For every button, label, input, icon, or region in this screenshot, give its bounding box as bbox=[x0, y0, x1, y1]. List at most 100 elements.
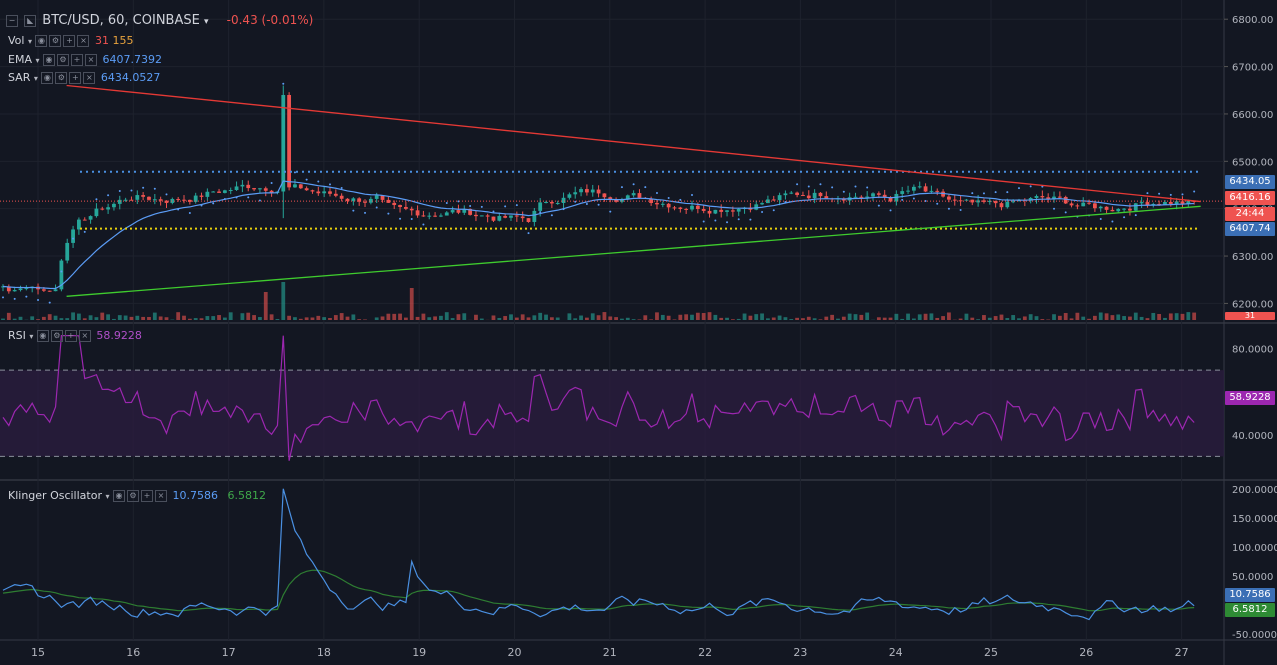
candle-body bbox=[1145, 202, 1150, 206]
price-pane[interactable] bbox=[0, 82, 1224, 320]
volume-bar bbox=[1069, 318, 1074, 320]
volume-bar bbox=[392, 313, 397, 320]
candle-body bbox=[801, 195, 805, 197]
candle-body bbox=[234, 186, 239, 190]
ema-label[interactable]: EMA bbox=[8, 53, 32, 66]
sar-dot bbox=[504, 205, 507, 208]
candle-body bbox=[398, 205, 402, 208]
close-icon[interactable]: × bbox=[155, 490, 167, 502]
candle-body bbox=[620, 199, 624, 202]
candle-body bbox=[882, 194, 887, 198]
volume-bar bbox=[491, 315, 496, 320]
sar-label[interactable]: SAR bbox=[8, 71, 31, 84]
trendline-support[interactable] bbox=[66, 205, 1201, 297]
close-icon[interactable]: × bbox=[84, 54, 97, 66]
volume-bar bbox=[1163, 317, 1167, 320]
sar-dot bbox=[130, 189, 133, 192]
vol-value-2: 155 bbox=[112, 34, 134, 47]
volume-bar bbox=[1139, 316, 1144, 320]
volume-bar bbox=[742, 313, 747, 320]
klinger-pane[interactable] bbox=[2, 488, 1195, 621]
settings-icon[interactable]: ⚙ bbox=[50, 330, 63, 342]
eye-icon[interactable]: ◉ bbox=[36, 330, 49, 342]
close-icon[interactable]: × bbox=[83, 72, 96, 84]
volume-bar bbox=[917, 314, 922, 320]
chevron-down-icon[interactable]: ▾ bbox=[27, 37, 32, 46]
sar-dot bbox=[1146, 192, 1149, 195]
close-icon[interactable]: × bbox=[78, 330, 91, 342]
klinger-label[interactable]: Klinger Oscillator bbox=[8, 489, 102, 502]
volume-bar bbox=[298, 318, 303, 320]
sar-dot bbox=[1169, 193, 1172, 196]
volume-bar bbox=[497, 317, 502, 320]
candle-body bbox=[293, 184, 297, 188]
sar-dot bbox=[469, 204, 472, 207]
candle-body bbox=[263, 188, 268, 191]
rsi-label[interactable]: RSI bbox=[8, 329, 26, 342]
sar-dot bbox=[1006, 191, 1009, 194]
close-icon[interactable]: × bbox=[77, 35, 90, 47]
sar-dot bbox=[574, 200, 577, 203]
y-tick-label: 6200.00 bbox=[1232, 299, 1273, 310]
candle-body bbox=[164, 200, 169, 203]
chevron-down-icon[interactable]: ▾ bbox=[29, 332, 34, 341]
y-tick-label: 6500.00 bbox=[1232, 157, 1273, 168]
volume-bar bbox=[164, 317, 169, 320]
candle-body bbox=[707, 210, 712, 214]
collapse-icon[interactable]: − bbox=[6, 14, 18, 27]
eye-icon[interactable]: ◉ bbox=[113, 490, 125, 502]
volume-bar bbox=[1063, 313, 1068, 320]
settings-icon[interactable]: ⚙ bbox=[55, 72, 68, 84]
candle-body bbox=[964, 199, 969, 201]
symbol-title[interactable]: BTC/USD, 60, COINBASE bbox=[42, 13, 200, 28]
vol-label[interactable]: Vol bbox=[8, 34, 25, 47]
candle-body bbox=[876, 193, 881, 195]
settings-icon[interactable]: ⚙ bbox=[49, 35, 62, 47]
candle-body bbox=[1081, 202, 1086, 207]
chevron-down-icon[interactable]: ▾ bbox=[33, 74, 38, 83]
volume-bar bbox=[1092, 315, 1097, 320]
volume-bar bbox=[112, 318, 116, 320]
candle-body bbox=[561, 197, 566, 204]
candle-body bbox=[392, 202, 397, 206]
volume-bar bbox=[590, 313, 595, 320]
add-icon[interactable]: + bbox=[70, 54, 83, 66]
eye-icon[interactable]: ◉ bbox=[42, 54, 55, 66]
chevron-down-icon[interactable]: ▾ bbox=[35, 56, 40, 65]
volume-bar bbox=[182, 315, 186, 320]
volume-bar bbox=[199, 318, 204, 320]
y-tick-label: 6600.00 bbox=[1232, 110, 1273, 121]
eye-icon[interactable]: ◉ bbox=[35, 35, 48, 47]
candle-body bbox=[520, 216, 525, 219]
add-icon[interactable]: + bbox=[63, 35, 76, 47]
candle-body bbox=[491, 216, 496, 221]
chevron-down-icon[interactable]: ▾ bbox=[105, 492, 110, 501]
volume-bar bbox=[41, 316, 46, 320]
chevron-down-icon[interactable]: ▾ bbox=[203, 17, 209, 27]
volume-bar bbox=[771, 317, 776, 320]
candle-body bbox=[935, 190, 940, 192]
add-icon[interactable]: + bbox=[69, 72, 82, 84]
candle-body bbox=[625, 195, 630, 200]
sar-dot bbox=[1158, 192, 1161, 195]
volume-bar bbox=[193, 318, 198, 320]
volume-bar bbox=[88, 315, 93, 320]
candle-body bbox=[1116, 208, 1121, 212]
candle-body bbox=[719, 209, 724, 212]
volume-bar bbox=[30, 316, 35, 320]
volume-bar bbox=[36, 319, 40, 320]
candle-body bbox=[1052, 196, 1056, 199]
flag-icon[interactable]: ◣ bbox=[24, 14, 37, 27]
settings-icon[interactable]: ⚙ bbox=[56, 54, 69, 66]
sar-dot bbox=[1041, 185, 1044, 188]
add-icon[interactable]: + bbox=[141, 490, 153, 502]
candle-body bbox=[363, 201, 367, 203]
add-icon[interactable]: + bbox=[64, 330, 77, 342]
settings-icon[interactable]: ⚙ bbox=[127, 490, 139, 502]
sar-dot bbox=[1123, 216, 1126, 219]
eye-icon[interactable]: ◉ bbox=[41, 72, 54, 84]
rsi-line bbox=[2, 335, 1195, 461]
trendline-resistance[interactable] bbox=[66, 84, 1201, 203]
rsi-pane[interactable] bbox=[0, 335, 1224, 461]
